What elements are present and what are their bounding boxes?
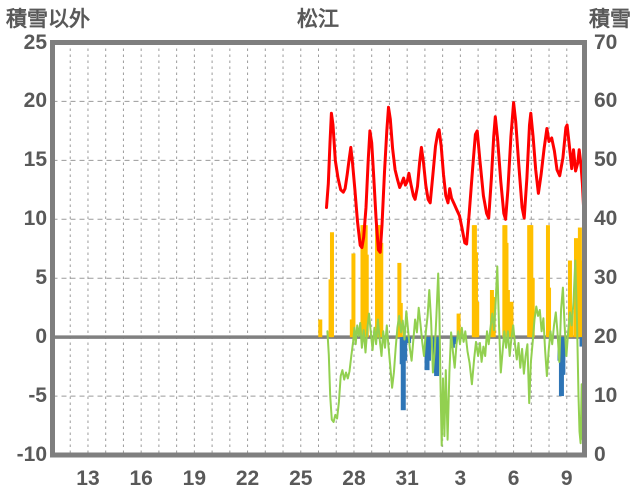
right-axis-title: 積雪: [589, 8, 631, 31]
yellow-bars-bar: [530, 278, 535, 338]
yellow-bars-bar: [547, 287, 552, 338]
blue-bars-bar: [400, 337, 406, 411]
y-right-tick-70: 70: [594, 30, 618, 54]
y-right-tick-20: 20: [594, 325, 618, 349]
x-tick-16: 16: [129, 467, 153, 490]
x-tick-13: 13: [76, 467, 100, 490]
red-line-series: [325, 101, 583, 254]
y-right-tick-50: 50: [594, 148, 618, 172]
blue-bars-bar: [579, 337, 583, 347]
yellow-bars-bar: [473, 252, 478, 338]
y-left-tick-15: 15: [23, 148, 47, 172]
green-line-series: [326, 259, 583, 447]
x-tick-9: 9: [560, 467, 573, 490]
yellow-bars-bar: [318, 319, 323, 338]
yellow-bars-bar: [475, 301, 480, 338]
yellow-bars-bar: [581, 260, 583, 338]
chart-title: 松江: [297, 8, 339, 31]
yellow-bars-bar: [456, 313, 461, 338]
x-tick-28: 28: [342, 467, 366, 490]
left-axis-title: 積雪以外: [6, 8, 90, 31]
y-left-tick-0: 0: [35, 325, 47, 349]
x-tick-19: 19: [182, 467, 207, 490]
y-left-tick-20: 20: [23, 89, 47, 113]
yellow-bars-bar: [509, 301, 514, 338]
blue-bars-bar: [560, 337, 566, 375]
x-tick-6: 6: [507, 467, 520, 490]
yellow-bars-bar: [398, 302, 403, 338]
y-left-tick-10: 10: [23, 207, 47, 231]
x-tick-22: 22: [235, 467, 260, 490]
yellow-bars-bar: [379, 242, 384, 338]
y-right-tick-30: 30: [594, 266, 618, 290]
yellow-bars-bar: [505, 290, 510, 338]
blue-bars-bar: [451, 337, 457, 345]
yellow-bars-bar: [329, 232, 334, 338]
yellow-bars-bar: [579, 301, 583, 338]
blue-bars-bar: [402, 337, 408, 361]
x-tick-3: 3: [454, 467, 467, 490]
yellow-bars-bar: [577, 227, 582, 338]
y-right-tick-40: 40: [594, 207, 618, 231]
y-right-tick-10: 10: [594, 384, 618, 408]
yellow-bars-bar: [567, 260, 572, 338]
yellow-bars-bar: [364, 254, 369, 338]
y-left-tick--10: -10: [16, 443, 47, 466]
x-tick-25: 25: [289, 467, 313, 490]
yellow-bars-bar: [575, 257, 580, 338]
y-left-tick--5: -5: [28, 384, 47, 408]
yellow-bars-bar: [397, 262, 402, 338]
yellow-bars-bar: [545, 225, 550, 338]
blue-bars-bar: [425, 337, 431, 361]
blue-bars-bar: [434, 337, 440, 377]
y-left-tick-5: 5: [35, 266, 47, 290]
y-right-tick-0: 0: [594, 443, 606, 466]
yellow-bars-bar: [491, 297, 496, 338]
yellow-bars-bar: [351, 253, 356, 338]
y-right-tick-60: 60: [594, 89, 618, 113]
x-tick-31: 31: [395, 467, 419, 490]
plot-border: [50, 40, 587, 458]
y-left-tick-25: 25: [23, 30, 47, 54]
